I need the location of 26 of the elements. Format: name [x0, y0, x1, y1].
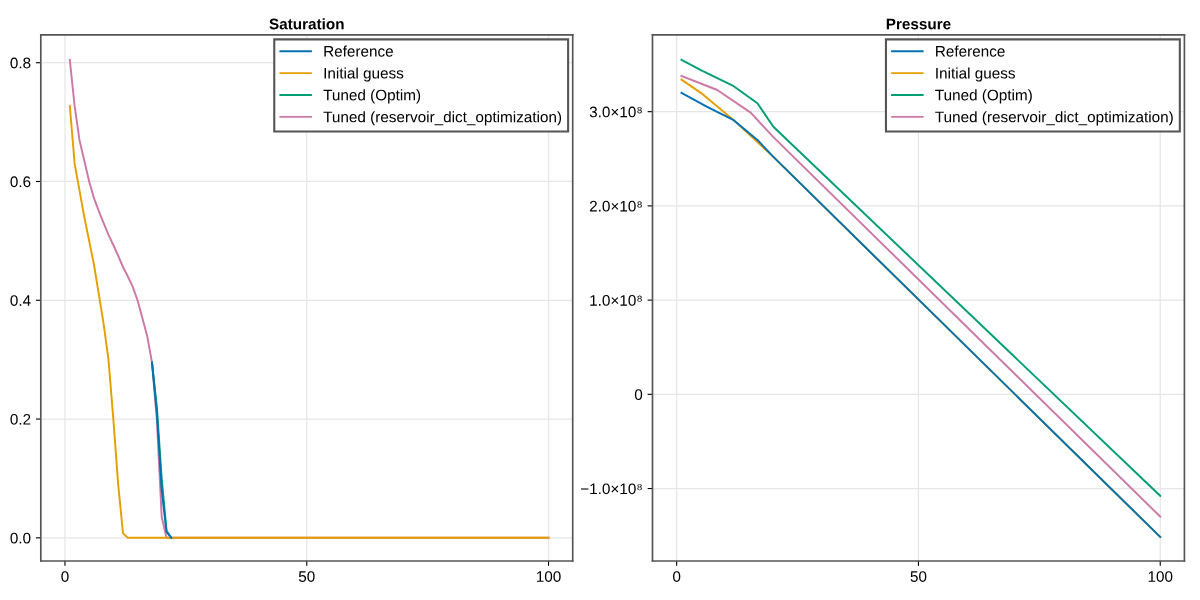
y-tick-label: 0.0 [10, 532, 31, 544]
chart-title: Pressure [886, 18, 951, 30]
legend-label: Tuned (Optim) [935, 89, 1032, 104]
x-tick-label: 100 [1148, 571, 1173, 582]
y-tick-label: 1.0×10⁸ [590, 294, 642, 306]
y-tick-label: 0.6 [10, 176, 31, 188]
x-tick-label: 0 [61, 571, 69, 582]
y-tick-label: 0.8 [10, 57, 31, 69]
y-tick-label: 2.0×10⁸ [589, 200, 642, 212]
y-tick-label: 0.4 [10, 295, 31, 306]
x-tick-label: 50 [910, 571, 927, 582]
y-tick-label: 3.0×10⁸ [589, 106, 642, 118]
y-tick-label: 0 [634, 389, 643, 401]
x-tick-label: 50 [298, 571, 315, 582]
legend-label: Reference [324, 45, 393, 57]
y-tick-label: 0.2 [10, 413, 31, 425]
y-tick-label: −1.0×10⁸ [581, 483, 642, 495]
legend-label: Tuned (reservoir_dict_optimization) [935, 111, 1173, 126]
legend-label: Initial guess [936, 67, 1015, 82]
legend-label: Initial guess [324, 67, 404, 82]
x-tick-label: 0 [673, 571, 681, 582]
legend-label: Tuned (reservoir_dict_optimization) [323, 111, 562, 126]
chart-title: Saturation [269, 18, 344, 30]
legend-label: Tuned (Optim) [323, 89, 421, 104]
x-tick-label: 100 [536, 571, 561, 582]
legend-label: Reference [936, 45, 1005, 57]
